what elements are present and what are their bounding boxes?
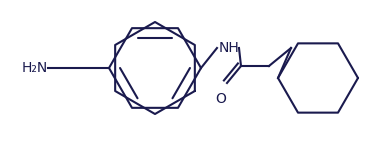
Text: NH: NH [219,41,240,55]
Text: H₂N: H₂N [22,61,48,75]
Text: O: O [215,92,227,106]
